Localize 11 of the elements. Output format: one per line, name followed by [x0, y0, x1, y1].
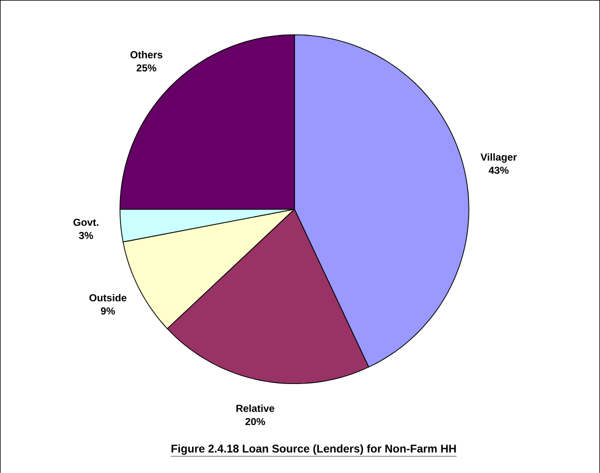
slice-label: Others: [130, 50, 162, 58]
data-label: 3%: [78, 232, 94, 239]
slice-label: Outside: [89, 294, 126, 302]
slice-label: Villager: [480, 153, 517, 163]
data-label: 20%: [245, 418, 266, 426]
slice-label: Relative: [236, 404, 274, 412]
data-label: 43%: [488, 166, 509, 174]
data-label: 9%: [100, 307, 115, 314]
data-label: 25%: [136, 64, 156, 72]
slice-label: Govt.: [73, 218, 98, 226]
text: Figure 2.4.18 Loan Source (Lenders) for Non-Farm HH: [172, 444, 456, 455]
